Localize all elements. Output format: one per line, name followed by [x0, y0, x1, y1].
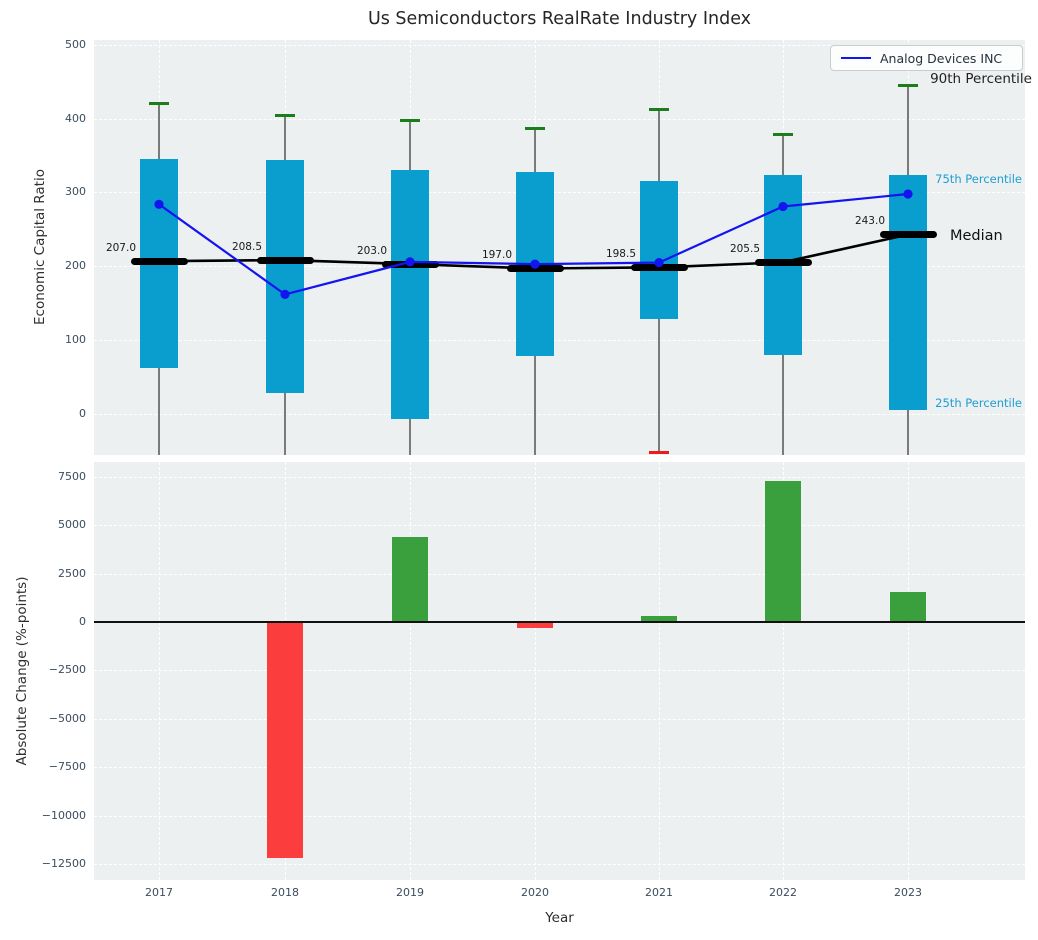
- gridline: [410, 462, 411, 880]
- gridline: [94, 476, 1025, 478]
- gridline: [94, 44, 1025, 46]
- analog-devices-marker: [280, 289, 290, 299]
- top-axes: 207.0 208.5 203.0 197.0 198.5 205.5 243.0: [94, 40, 1025, 455]
- median-segment-2021: [630, 263, 688, 271]
- y-tick-label: 400: [65, 111, 86, 125]
- gridline: [94, 118, 1025, 120]
- legend-label: Analog Devices INC: [880, 50, 1003, 66]
- median-segment-2022: [754, 258, 812, 266]
- gridline: [94, 192, 1025, 194]
- gridline: [159, 462, 160, 880]
- x-tick-label-2018: 2018: [271, 886, 299, 899]
- analog-devices-marker: [154, 199, 164, 209]
- y-tick-label: −10000: [41, 808, 86, 822]
- analog-devices-marker: [530, 259, 540, 269]
- p90-cap-2017: [149, 101, 169, 105]
- p10-cap-2021: [649, 450, 669, 455]
- y-tick-label: 2500: [58, 566, 86, 580]
- change-bar-2018: [267, 621, 303, 859]
- company-line: [154, 189, 913, 299]
- gridline: [94, 414, 1025, 416]
- median-annotation-2019: 203.0: [356, 244, 387, 257]
- x-axis-label: Year: [545, 910, 574, 926]
- change-bar-2021: [641, 616, 677, 622]
- p90-percentile-label: 90th Percentile: [930, 71, 1032, 87]
- x-tick-label-2017: 2017: [145, 886, 173, 899]
- legend: Analog Devices INC: [830, 45, 1023, 71]
- analog-devices-marker: [654, 258, 664, 268]
- zero-axis-line: [94, 621, 1025, 623]
- gridline: [908, 462, 909, 880]
- median-annotation-2017: 207.0: [105, 241, 136, 254]
- x-tick-label-2021: 2021: [645, 886, 673, 899]
- gridline: [659, 462, 660, 880]
- y-tick-label: 200: [65, 259, 86, 273]
- change-bar-2023: [890, 591, 926, 622]
- p90-cap-2019: [400, 118, 420, 122]
- analog-devices-marker: [778, 201, 788, 212]
- gridline: [94, 573, 1025, 575]
- gridline: [94, 525, 1025, 527]
- y-tick-label: 300: [65, 185, 86, 199]
- iqr-box-2018: [266, 159, 304, 394]
- median-segment-2023: [879, 231, 937, 239]
- y-tick-label: 0: [79, 407, 86, 421]
- gridline: [535, 462, 536, 880]
- gridline: [783, 462, 784, 880]
- p25-percentile-label: 25th Percentile: [935, 396, 1022, 410]
- median-segment-2017: [130, 257, 188, 265]
- x-tick-label-2019: 2019: [396, 886, 424, 899]
- median-annotation-2023: 243.0: [854, 215, 885, 228]
- x-tick-label-2023: 2023: [894, 886, 922, 899]
- change-bar-2019: [392, 536, 428, 622]
- p90-cap-2023: [898, 83, 918, 87]
- p90-cap-2021: [649, 107, 669, 111]
- chart-title: Us Semiconductors RealRate Industry Inde…: [367, 9, 752, 29]
- gridline: [94, 718, 1025, 720]
- bottom-axes: [94, 462, 1025, 880]
- p90-cap-2020: [525, 127, 545, 131]
- y-tick-label: 7500: [58, 469, 86, 483]
- median-annotation-2021: 198.5: [605, 247, 636, 260]
- gridline: [94, 767, 1025, 769]
- iqr-box-2019: [391, 169, 429, 420]
- gridline: [94, 864, 1025, 865]
- x-tick-label-2020: 2020: [521, 886, 549, 899]
- change-bar-2020: [517, 621, 553, 628]
- p90-cap-2022: [773, 132, 793, 136]
- p75-percentile-label: 75th Percentile: [935, 172, 1022, 186]
- median-annotation-2020: 197.0: [481, 249, 512, 262]
- x-tick-label-2022: 2022: [769, 886, 797, 899]
- analog-devices-line: [158, 192, 909, 296]
- gridline: [94, 670, 1025, 672]
- y-tick-label: 500: [65, 37, 86, 51]
- iqr-box-2023: [889, 174, 927, 411]
- analog-devices-marker: [405, 257, 415, 267]
- y-tick-label: −7500: [48, 760, 86, 774]
- median-segment-2018: [256, 256, 314, 264]
- analog-devices-marker: [903, 189, 913, 199]
- gridline: [94, 815, 1025, 817]
- y-tick-label: −5000: [48, 711, 86, 725]
- y-tick-label: 0: [79, 614, 86, 628]
- iqr-box-2021: [640, 180, 678, 320]
- gridline: [94, 340, 1025, 342]
- median-label: Median: [950, 228, 1003, 244]
- median-annotation-2018: 208.5: [231, 240, 262, 253]
- p90-cap-2018: [275, 114, 295, 118]
- y-tick-label: −2500: [48, 663, 86, 677]
- y-tick-label: 100: [65, 333, 86, 347]
- y-tick-label: 5000: [58, 518, 86, 532]
- change-bar-2022: [765, 480, 801, 622]
- median-annotation-2022: 205.5: [729, 242, 760, 255]
- y-tick-label: −12500: [41, 857, 86, 870]
- legend-line-sample: [841, 57, 871, 59]
